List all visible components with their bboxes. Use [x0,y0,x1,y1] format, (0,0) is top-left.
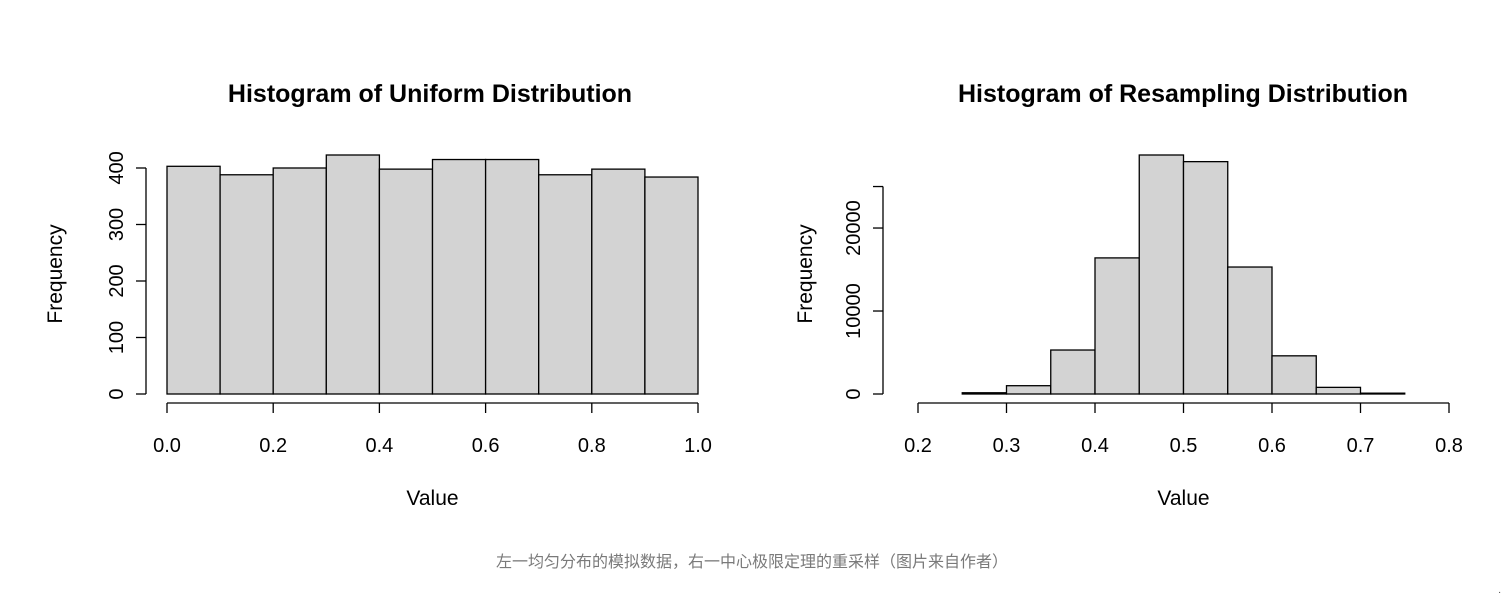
x-tick-label: 0.2 [904,435,932,457]
y-axis-title: Frequency [794,224,817,324]
resampling-histogram: Histogram of Resampling Distribution 0.2 0… [794,80,1463,510]
histogram-bar [961,392,1008,395]
y-tick-label: 10000 [843,283,865,339]
histogram-bar [1005,385,1052,395]
y-tick-label: 300 [106,208,128,241]
x-tick-label: 0.6 [472,435,500,457]
x-axis-title: Value [406,487,458,510]
histogram-bar [1138,154,1185,395]
histogram-bar [538,174,593,395]
x-tick-label: 0.4 [365,435,393,457]
y-tick-label: 100 [106,321,128,354]
histogram-bar [591,168,646,395]
histogram-bar [1182,160,1229,395]
y-axis-title: Frequency [44,224,67,324]
histogram-bar [166,165,221,395]
figure-caption: 左一均匀分布的模拟数据，右一中心极限定理的重采样（图片来自作者） [495,554,1008,571]
histogram-bar [484,158,540,395]
x-axis-title: Value [1157,487,1209,510]
histogram-bar [219,174,274,395]
x-tick-label: 0.0 [153,435,181,457]
histogram-bar [272,167,327,395]
x-tick-label: 0.3 [993,435,1021,457]
histogram-bar [1271,355,1317,395]
x-tick-label: 0.5 [1170,435,1198,457]
y-tick-label: 400 [106,151,128,184]
x-tick-label: 1.0 [684,435,712,457]
y-tick-label: 200 [106,264,128,297]
y-tick-label: 0 [106,388,128,399]
x-tick-label: 0.8 [578,435,606,457]
histogram-bar [325,154,381,395]
y-tick-label: 20000 [843,200,865,256]
histogram-bar [1094,257,1140,395]
uniform-histogram: Histogram of Uniform Distribution 0.0 0.2 0… [44,80,712,510]
histogram-bar [1227,266,1273,395]
corner-mark: . [1498,585,1501,596]
histogram-bar [431,158,487,395]
x-tick-label: 0.4 [1081,435,1109,457]
x-tick-label: 0.2 [259,435,287,457]
chart-title: Histogram of Uniform Distribution [228,80,632,108]
y-tick-label: 0 [843,388,865,399]
x-tick-label: 0.6 [1258,435,1286,457]
histogram-bar [378,168,434,395]
chart-title: Histogram of Resampling Distribution [958,80,1408,108]
histogram-bar [1359,392,1406,395]
histogram-bar [644,176,699,395]
x-tick-label: 0.7 [1347,435,1375,457]
x-tick-label: 0.8 [1435,435,1463,457]
histogram-bar [1315,386,1362,395]
histogram-bar [1050,349,1096,395]
